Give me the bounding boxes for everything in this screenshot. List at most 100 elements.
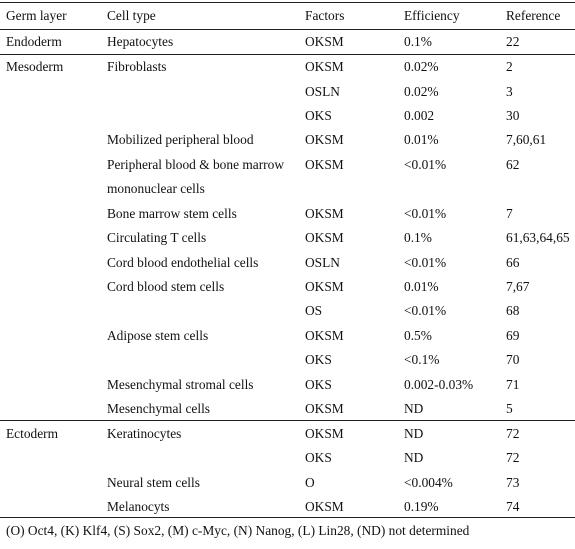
header-factors: Factors xyxy=(305,8,345,23)
table-row: Bone marrow stem cells OKSM <0.01% 7 xyxy=(0,202,575,226)
cell-cell-type: Melanocyts xyxy=(107,499,170,514)
cell-reference: 22 xyxy=(506,34,520,49)
cell-factors: OKSM xyxy=(305,230,344,245)
cell-cell-type: Mobilized peripheral blood xyxy=(107,132,254,147)
table-row: Neural stem cells O <0.004% 73 xyxy=(0,471,575,495)
table-row: Mesenchymal stromal cells OKS 0.002-0.03% 7… xyxy=(0,373,575,397)
cell-reference: 2 xyxy=(506,59,513,74)
cell-reference: 70 xyxy=(506,352,520,367)
cell-cell-type: Circulating T cells xyxy=(107,230,207,245)
cell-factors: OKSM xyxy=(305,426,344,441)
cell-efficiency: ND xyxy=(404,401,424,416)
cell-factors: OKSM xyxy=(305,206,344,221)
cell-cell-type: Cord blood endothelial cells xyxy=(107,255,259,270)
cell-efficiency: <0.01% xyxy=(404,206,447,221)
cell-factors: OKSM xyxy=(305,328,344,343)
cell-efficiency: ND xyxy=(404,450,424,465)
cell-reference: 74 xyxy=(506,499,520,514)
cell-factors: OKSM xyxy=(305,279,344,294)
table-row: Endoderm Hepatocytes OKSM 0.1% 22 xyxy=(0,30,575,54)
cell-reference: 62 xyxy=(506,157,520,172)
cell-efficiency: 0.5% xyxy=(404,328,432,343)
cell-factors: O xyxy=(305,475,315,490)
top-rule xyxy=(0,2,575,3)
cell-reference: 66 xyxy=(506,255,520,270)
table-row: Mobilized peripheral blood OKSM 0.01% 7,60,… xyxy=(0,128,575,152)
cell-efficiency: 0.002-0.03% xyxy=(404,377,474,392)
footnote: (O) Oct4, (K) Klf4, (S) Sox2, (M) c-Myc,… xyxy=(6,523,470,538)
cell-reference: 7,60,61 xyxy=(506,132,547,147)
cell-efficiency: 0.1% xyxy=(404,34,432,49)
cell-cell-type: Peripheral blood & bone marrow xyxy=(107,157,285,172)
cell-cell-type: Neural stem cells xyxy=(107,475,200,490)
table-row: Mesenchymal cells OKSM ND 5 xyxy=(0,397,575,421)
cell-reference: 5 xyxy=(506,401,513,416)
table-row: mononuclear cells xyxy=(0,177,575,201)
cell-reference: 73 xyxy=(506,475,520,490)
table-row: OKS 0.002 30 xyxy=(0,104,575,128)
cell-cell-type: mononuclear cells xyxy=(107,181,205,196)
cell-reference: 7 xyxy=(506,206,513,221)
cell-cell-type: Fibroblasts xyxy=(107,59,167,74)
table-row: Peripheral blood & bone marrow OKSM <0.01%… xyxy=(0,153,575,177)
cell-reference: 30 xyxy=(506,108,520,123)
cell-efficiency: 0.19% xyxy=(404,499,439,514)
cell-cell-type: Keratinocytes xyxy=(107,426,182,441)
cell-germ-layer: Endoderm xyxy=(6,34,62,49)
cell-efficiency: ND xyxy=(404,426,424,441)
cell-cell-type: Cord blood stem cells xyxy=(107,279,225,294)
cell-factors: OSLN xyxy=(305,84,340,99)
endoderm-rule xyxy=(0,54,575,55)
cell-factors: OKSM xyxy=(305,157,344,172)
table-row: OKS <0.1% 70 xyxy=(0,348,575,372)
table-row: Cord blood endothelial cells OSLN <0.01% 66 xyxy=(0,251,575,275)
cell-factors: OKS xyxy=(305,352,332,367)
cell-reference: 71 xyxy=(506,377,520,392)
cell-reference: 72 xyxy=(506,450,520,465)
cell-efficiency: 0.002 xyxy=(404,108,435,123)
cell-reference: 68 xyxy=(506,303,520,318)
cell-cell-type: Hepatocytes xyxy=(107,34,174,49)
table-row: OKS ND 72 xyxy=(0,446,575,470)
header-rule xyxy=(0,29,575,30)
cell-efficiency: <0.004% xyxy=(404,475,453,490)
cell-reference: 61,63,64,65 xyxy=(506,230,570,245)
table-row: Adipose stem cells OKSM 0.5% 69 xyxy=(0,324,575,348)
cell-reference: 7,67 xyxy=(506,279,530,294)
cell-efficiency: 0.01% xyxy=(404,132,439,147)
table-row: Melanocyts OKSM 0.19% 74 xyxy=(0,495,575,519)
bottom-rule xyxy=(0,517,575,518)
cell-efficiency: 0.02% xyxy=(404,59,439,74)
header-cell-type: Cell type xyxy=(107,8,156,23)
table-row: Cord blood stem cells OKSM 0.01% 7,67 xyxy=(0,275,575,299)
header-efficiency: Efficiency xyxy=(404,8,460,23)
cell-factors: OKSM xyxy=(305,34,344,49)
table-row: OSLN 0.02% 3 xyxy=(0,80,575,104)
cell-reference: 72 xyxy=(506,426,520,441)
cell-factors: OKS xyxy=(305,377,332,392)
cell-efficiency: <0.01% xyxy=(404,255,447,270)
cell-reference: 3 xyxy=(506,84,513,99)
table-row: Mesoderm Fibroblasts OKSM 0.02% 2 xyxy=(0,55,575,79)
table-row: OS <0.01% 68 xyxy=(0,299,575,323)
cell-efficiency: 0.02% xyxy=(404,84,439,99)
cell-efficiency: <0.1% xyxy=(404,352,440,367)
cell-cell-type: Bone marrow stem cells xyxy=(107,206,237,221)
cell-factors: OKS xyxy=(305,108,332,123)
table-row: Circulating T cells OKSM 0.1% 61,63,64,65 xyxy=(0,226,575,250)
header-reference: Reference xyxy=(506,8,561,23)
table-row: Ectoderm Keratinocytes OKSM ND 72 xyxy=(0,422,575,446)
cell-factors: OS xyxy=(305,303,323,318)
cell-germ-layer: Mesoderm xyxy=(6,59,64,74)
cell-efficiency: 0.01% xyxy=(404,279,439,294)
cell-factors: OSLN xyxy=(305,255,340,270)
header-row: Germ layer Cell type Factors Efficiency … xyxy=(0,4,575,28)
cell-factors: OKS xyxy=(305,450,332,465)
cell-cell-type: Adipose stem cells xyxy=(107,328,209,343)
cell-efficiency: <0.01% xyxy=(404,157,447,172)
cell-germ-layer: Ectoderm xyxy=(6,426,59,441)
cell-efficiency: <0.01% xyxy=(404,303,447,318)
cell-factors: OKSM xyxy=(305,401,344,416)
cell-cell-type: Mesenchymal stromal cells xyxy=(107,377,254,392)
mesoderm-rule xyxy=(0,420,575,421)
